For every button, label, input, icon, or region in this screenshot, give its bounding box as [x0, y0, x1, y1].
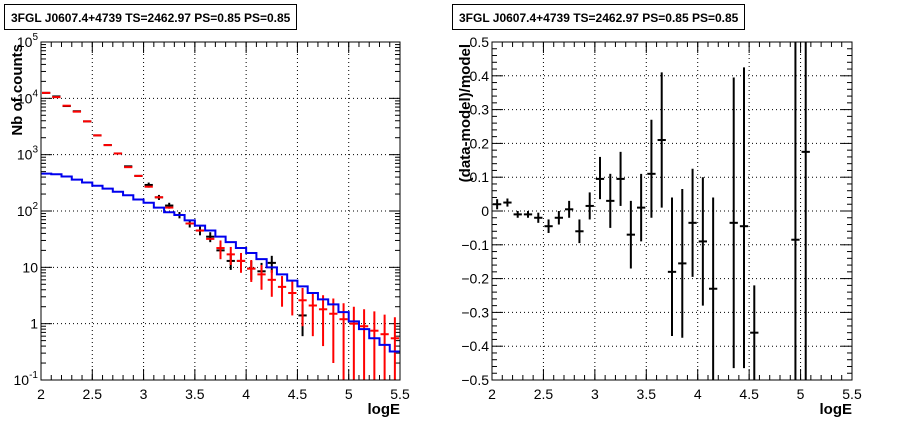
- left-x-tick-label: 5: [345, 386, 353, 402]
- left-y-axis-label: Nb of counts: [9, 44, 26, 136]
- right-x-tick-label: 3: [591, 386, 599, 402]
- right-y-tick-label: 0: [481, 203, 489, 219]
- left-y-tick-label: 103: [17, 145, 39, 163]
- left-plot-frame: [40, 41, 401, 381]
- left-y-tick-label: 1: [30, 316, 38, 332]
- right-y-tick-label: 0.5: [470, 34, 490, 50]
- left-x-tick-label: 2: [37, 386, 45, 402]
- left-y-tick-label: 10-1: [14, 370, 39, 388]
- left-y-tick-label: 104: [17, 88, 39, 106]
- right-y-tick-label: −0.1: [461, 237, 489, 253]
- right-plot-frame: [491, 41, 853, 381]
- right-y-tick-label: −0.4: [461, 338, 489, 354]
- left-y-tick-label: 10: [22, 259, 38, 275]
- left-y-tick-label: 105: [17, 32, 39, 50]
- left-chart-title: 3FGL J0607.4+4739 TS=2462.97 PS=0.85 PS=…: [4, 4, 298, 30]
- right-y-axis-label: (data-model)/model: [457, 44, 474, 182]
- left-x-tick-label: 2.5: [83, 386, 103, 402]
- right-x-tick-label: 2.5: [534, 386, 554, 402]
- right-y-tick-label: 0.3: [470, 102, 490, 118]
- left-x-tick-label: 4: [242, 386, 250, 402]
- right-chart-title: 3FGL J0607.4+4739 TS=2462.97 PS=0.85 PS=…: [452, 4, 746, 30]
- left-x-tick-label: 4.5: [288, 386, 308, 402]
- right-x-tick-label: 5.5: [842, 386, 862, 402]
- right-x-tick-label: 4.5: [739, 386, 759, 402]
- right-x-axis-label: logE: [820, 401, 853, 418]
- right-x-tick-label: 2: [488, 386, 496, 402]
- right-y-tick-label: 0.2: [470, 135, 490, 151]
- left-x-tick-label: 5.5: [390, 386, 410, 402]
- left-model-step-line: [41, 172, 400, 353]
- right-y-tick-label: −0.5: [461, 372, 489, 388]
- left-x-tick-label: 3.5: [185, 386, 205, 402]
- left-x-tick-label: 3: [140, 386, 148, 402]
- right-x-tick-label: 3.5: [637, 386, 657, 402]
- right-y-tick-label: −0.3: [461, 304, 489, 320]
- right-y-tick-label: 0.4: [470, 68, 490, 84]
- right-y-tick-label: 0.1: [470, 169, 490, 185]
- right-x-tick-label: 5: [797, 386, 805, 402]
- left-x-axis-label: logE: [368, 401, 401, 418]
- right-x-tick-label: 4: [694, 386, 702, 402]
- right-y-tick-label: −0.2: [461, 271, 489, 287]
- left-y-tick-label: 102: [17, 201, 39, 219]
